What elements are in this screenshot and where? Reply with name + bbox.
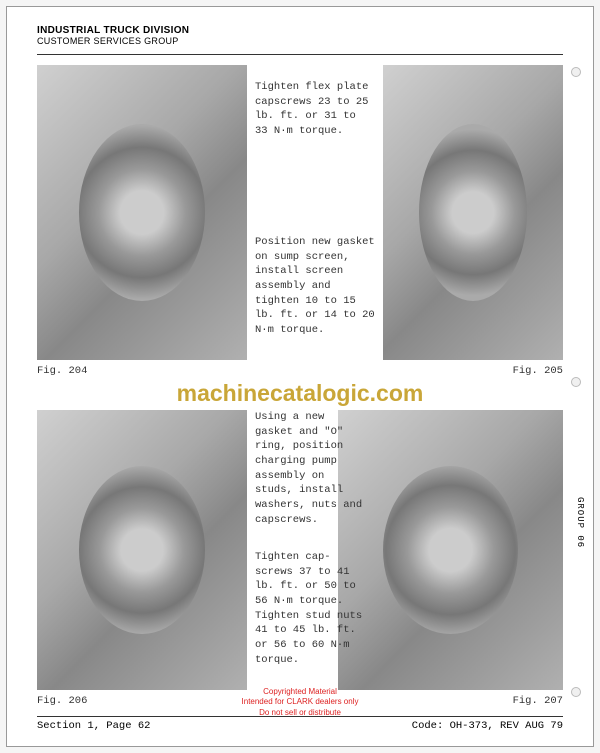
- code-revision: Code: OH-373, REV AUG 79: [412, 720, 563, 732]
- figure-206-image: [37, 410, 247, 690]
- group-tab: GROUP 06: [575, 497, 585, 548]
- division-title: INDUSTRIAL TRUCK DIVISION: [37, 25, 563, 36]
- copyright-line-2: Intended for CLARK dealers only: [242, 697, 359, 707]
- instruction-step-4: Tighten cap-screws 37 to 41 lb. ft. or 5…: [255, 550, 365, 668]
- page-header: INDUSTRIAL TRUCK DIVISION CUSTOMER SERVI…: [37, 25, 563, 46]
- instruction-step-3: Using a new gasket and "O" ring, positio…: [255, 410, 365, 528]
- punch-hole: [571, 67, 581, 77]
- section-page: Section 1, Page 62: [37, 720, 150, 732]
- copyright-line-1: Copyrighted Material: [242, 687, 359, 697]
- figure-207-image: [338, 410, 563, 690]
- punch-hole: [571, 377, 581, 387]
- figure-204-label: Fig. 204: [37, 365, 87, 377]
- group-title: CUSTOMER SERVICES GROUP: [37, 36, 563, 46]
- figure-207-label: Fig. 207: [513, 695, 563, 707]
- instruction-step-1: Tighten flex plate capscrews 23 to 25 lb…: [255, 80, 370, 139]
- header-rule: [37, 54, 563, 55]
- figure-205-image: [383, 65, 563, 360]
- instruction-step-2: Position new gasket on sump screen, inst…: [255, 235, 375, 338]
- manual-page: INDUSTRIAL TRUCK DIVISION CUSTOMER SERVI…: [6, 6, 594, 747]
- copyright-notice: Copyrighted Material Intended for CLARK …: [242, 687, 359, 718]
- punch-hole: [571, 687, 581, 697]
- page-footer: Section 1, Page 62 Code: OH-373, REV AUG…: [37, 716, 563, 732]
- figure-206-label: Fig. 206: [37, 695, 87, 707]
- figure-204-image: [37, 65, 247, 360]
- figure-205-label: Fig. 205: [513, 365, 563, 377]
- watermark-text: machinecatalogic.com: [177, 380, 424, 407]
- page-content: Tighten flex plate capscrews 23 to 25 lb…: [37, 65, 563, 705]
